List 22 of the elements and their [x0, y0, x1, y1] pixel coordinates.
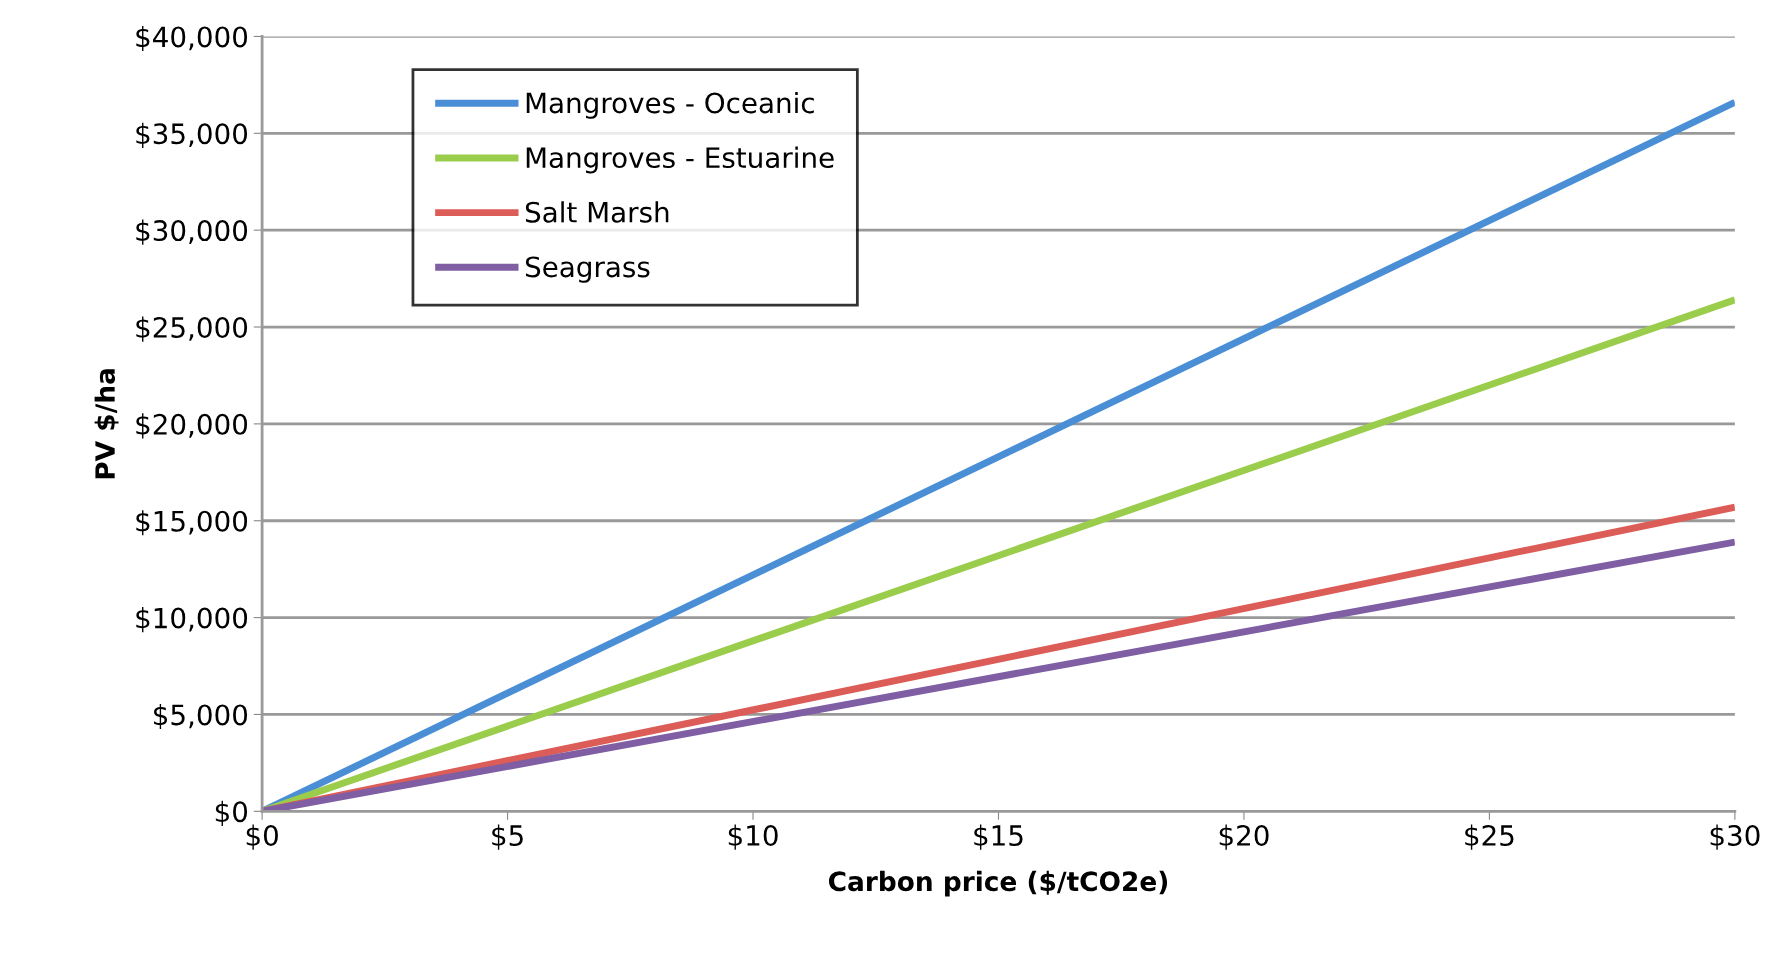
- x-tick-label: $0: [246, 824, 278, 850]
- y-tick-label: $30,000: [136, 219, 248, 245]
- x-axis-title: Carbon price ($/tCO2e): [828, 870, 1168, 897]
- legend-label: Seagrass: [525, 256, 650, 283]
- legend-label: Mangroves - Estuarine: [526, 146, 834, 174]
- y-tick-label: $25,000: [136, 316, 248, 342]
- y-tick-label: $15,000: [136, 510, 248, 536]
- x-tick-label: $15: [974, 824, 1023, 850]
- y-tick-label: $40,000: [136, 25, 248, 52]
- y-tick-label: $20,000: [136, 413, 248, 439]
- x-tick-label: $30: [1710, 824, 1760, 850]
- y-axis-title: PV $/ha: [94, 369, 119, 479]
- x-tick-label: $5: [492, 824, 523, 850]
- y-tick-label: $35,000: [136, 122, 248, 148]
- legend-label: Mangroves - Oceanic: [526, 91, 814, 119]
- x-tick-label: $20: [1219, 824, 1269, 850]
- y-tick-label: $5,000: [154, 703, 248, 730]
- x-tick-label: $25: [1465, 824, 1514, 850]
- legend-label: Salt Marsh: [525, 201, 669, 223]
- y-tick-label: $0: [215, 800, 248, 826]
- y-tick-label: $10,000: [136, 607, 248, 633]
- x-tick-label: $10: [728, 824, 778, 850]
